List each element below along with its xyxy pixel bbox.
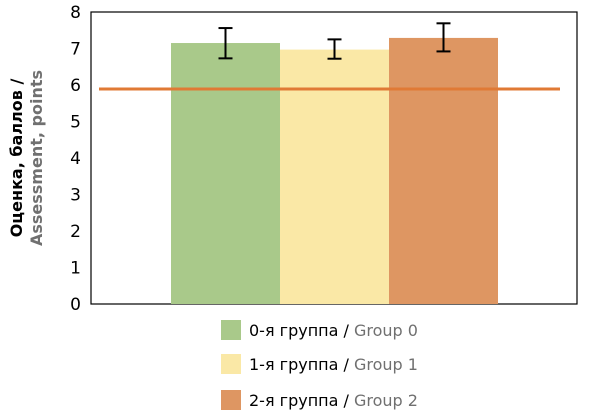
error-bar xyxy=(436,22,451,53)
error-bar xyxy=(218,27,233,60)
legend-label-ru: 2-я группа / xyxy=(249,391,354,410)
y-tick-label: 8 xyxy=(70,3,81,23)
legend-label-en: Group 1 xyxy=(354,355,418,374)
y-tick-label: 5 xyxy=(70,113,81,133)
y-axis-ticks: 0 1 2 3 4 5 6 7 8 xyxy=(70,3,81,315)
error-bars xyxy=(218,22,451,60)
legend-label: 2-я группа / Group 2 xyxy=(249,391,418,410)
bars xyxy=(171,37,498,305)
legend-item: 0-я группа / Group 0 xyxy=(221,320,418,340)
legend-label-ru: 0-я группа / xyxy=(249,321,354,340)
y-tick-label: 7 xyxy=(70,40,81,60)
bar-group-2 xyxy=(389,37,498,304)
legend-label-en: Group 2 xyxy=(354,391,418,410)
legend-label: 0-я группа / Group 0 xyxy=(249,321,418,340)
legend-swatch xyxy=(221,390,241,410)
y-tick-label: 3 xyxy=(70,186,81,206)
legend-item: 1-я группа / Group 1 xyxy=(221,354,418,374)
y-axis-title-ru: Оценка, баллов / xyxy=(7,79,26,238)
bar-group-1 xyxy=(280,49,389,304)
legend-item: 2-я группа / Group 2 xyxy=(221,390,418,410)
legend-swatch xyxy=(221,320,241,340)
y-tick-label: 0 xyxy=(70,295,81,315)
legend: 0-я группа / Group 01-я группа / Group 1… xyxy=(221,320,418,410)
y-axis-title-en: Assessment, points xyxy=(27,70,46,246)
y-tick-label: 6 xyxy=(70,76,81,96)
legend-label-ru: 1-я группа / xyxy=(249,355,354,374)
error-bar xyxy=(327,38,342,60)
y-axis-title: Оценка, баллов / Assessment, points xyxy=(7,70,46,246)
y-tick-label: 4 xyxy=(70,149,81,169)
legend-label: 1-я группа / Group 1 xyxy=(249,355,418,374)
y-tick-label: 2 xyxy=(70,222,81,242)
y-tick-label: 1 xyxy=(70,259,81,279)
legend-label-en: Group 0 xyxy=(354,321,418,340)
bar-group-0 xyxy=(171,43,280,305)
legend-swatch xyxy=(221,354,241,374)
